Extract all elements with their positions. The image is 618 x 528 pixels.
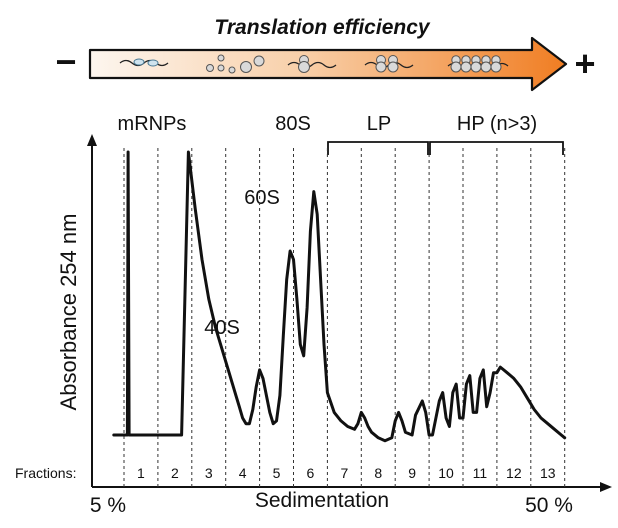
monosome-icon xyxy=(287,55,337,73)
region-label-lp: LP xyxy=(367,113,391,135)
fraction-number-label: 1 xyxy=(137,465,145,481)
fraction-number-label: 9 xyxy=(408,465,416,481)
fraction-dividers xyxy=(123,148,566,487)
fraction-number-label: 2 xyxy=(171,465,179,481)
arrow-title: Translation efficiency xyxy=(214,16,430,39)
mrna-icon xyxy=(119,58,169,67)
y-axis-label: Absorbance 254 nm xyxy=(56,214,81,411)
fraction-number-label: 3 xyxy=(205,465,213,481)
y-axis-arrowhead xyxy=(87,134,97,146)
region-label-hp: HP (n>3) xyxy=(457,113,537,135)
fraction-number-label: 4 xyxy=(239,465,247,481)
absorbance-trace xyxy=(112,150,567,443)
light-polysome-icon xyxy=(364,55,414,73)
gradient-end-label: 50 % xyxy=(525,494,573,517)
x-axis-label: Sedimentation xyxy=(255,489,389,512)
fraction-number-label: 6 xyxy=(307,465,315,481)
fraction-number-label: 13 xyxy=(540,465,556,481)
fraction-number-label: 11 xyxy=(473,465,488,481)
region-label-80s: 80S xyxy=(275,113,311,135)
plus-sign: + xyxy=(574,43,595,84)
x-axis-arrowhead xyxy=(600,482,612,492)
fraction-numbers: 1 2 3 4 5 6 7 8 9 10 11 12 13 xyxy=(137,465,556,481)
bracket-hp xyxy=(429,141,564,155)
gradient-start-label: 5 % xyxy=(90,494,126,517)
region-label-mrnps: mRNPs xyxy=(118,113,187,135)
minus-sign: − xyxy=(55,41,76,82)
fraction-number-label: 12 xyxy=(506,465,522,481)
peak-label-60s: 60S xyxy=(244,187,280,209)
bracket-lp xyxy=(327,141,429,155)
heavy-polysome-icon xyxy=(447,55,509,73)
fraction-number-label: 8 xyxy=(374,465,382,481)
fraction-number-label: 5 xyxy=(273,465,281,481)
fraction-number-label: 7 xyxy=(340,465,348,481)
ribosome-subunits-icon xyxy=(206,54,265,74)
translation-efficiency-arrow xyxy=(88,36,568,92)
fractions-label: Fractions: xyxy=(15,465,76,481)
peak-label-40s: 40S xyxy=(204,317,240,339)
fraction-number-label: 10 xyxy=(438,465,454,481)
